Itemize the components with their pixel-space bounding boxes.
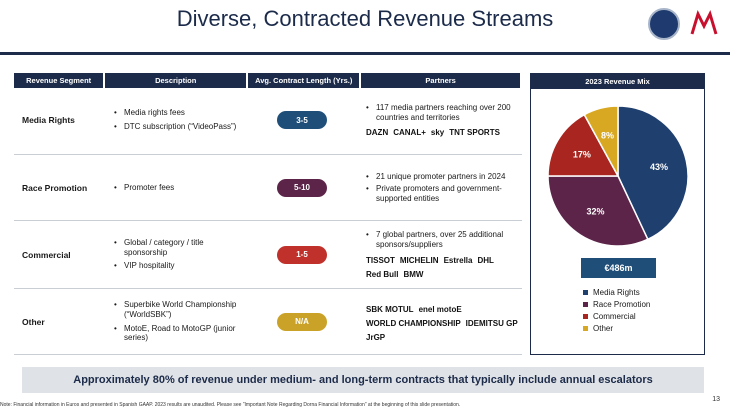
description-item: VIP hospitality bbox=[114, 261, 246, 271]
title-divider bbox=[0, 52, 730, 55]
legend-label: Race Promotion bbox=[593, 299, 651, 309]
summary-banner: Approximately 80% of revenue under mediu… bbox=[22, 367, 704, 393]
legend-label: Other bbox=[593, 323, 614, 333]
pie-slice bbox=[617, 105, 689, 241]
legend-swatch bbox=[583, 301, 588, 307]
segment-name: Commercial bbox=[22, 249, 71, 260]
contract-length-cell: 3-5 bbox=[246, 86, 358, 154]
contract-length-badge: N/A bbox=[277, 312, 327, 331]
legend-item: Race Promotion bbox=[583, 298, 650, 310]
partner-logo: WORLD CHAMPIONSHIP bbox=[366, 318, 461, 328]
contract-length-badge: 1-5 bbox=[277, 245, 327, 264]
revenue-total: €486m bbox=[581, 258, 656, 278]
table-row: Commercial Global / category / title spon… bbox=[14, 221, 522, 289]
partner-logo: sky bbox=[430, 128, 445, 138]
legend-swatch bbox=[583, 313, 588, 319]
pie-slice-label: 32% bbox=[586, 206, 604, 216]
legend-item: Commercial bbox=[583, 310, 650, 322]
legend-item: Other bbox=[583, 322, 650, 334]
legend-swatch bbox=[583, 289, 588, 295]
contract-length-cell: N/A bbox=[246, 289, 358, 354]
partner-logo: JrGP bbox=[366, 332, 386, 342]
segment-description: Promoter fees bbox=[104, 155, 246, 220]
segment-description: Superbike World Championship (“WorldSBK”… bbox=[104, 289, 246, 354]
table-row: Race Promotion Promoter fees 5-10 21 unique… bbox=[14, 155, 522, 221]
header-logos bbox=[648, 8, 722, 40]
partner-item: 21 unique promoter partners in 2024 bbox=[366, 172, 518, 182]
pie-slice-label: 8% bbox=[601, 130, 614, 140]
partner-item: 117 media partners reaching over 200 cou… bbox=[366, 103, 518, 122]
pie-slice bbox=[547, 113, 620, 177]
partner-logo: MICHELIN bbox=[399, 255, 439, 265]
revenue-pie-chart: 43% 32% 17% 8% bbox=[547, 105, 689, 247]
segment-name: Race Promotion bbox=[22, 182, 88, 193]
partner-logos: DAZN CANAL+ sky TNT SPORTS bbox=[366, 128, 518, 137]
partner-logo: Estrella bbox=[443, 255, 473, 265]
contract-length-badge: 5-10 bbox=[277, 178, 327, 197]
dorna-logo-icon bbox=[648, 8, 680, 40]
description-item: MotoE, Road to MotoGP (junior series) bbox=[114, 324, 246, 343]
partner-logo: Red Bull bbox=[366, 269, 399, 279]
page-number: 13 bbox=[712, 396, 720, 403]
partner-logo: IDEMITSU GP bbox=[465, 318, 518, 328]
motogp-logo-icon bbox=[690, 9, 718, 35]
legend-label: Media Rights bbox=[593, 287, 640, 297]
contract-length-cell: 5-10 bbox=[246, 155, 358, 220]
partner-logo: CANAL+ bbox=[393, 128, 426, 138]
header-length: Avg. Contract Length (Yrs.) bbox=[248, 73, 360, 88]
partner-logos: SBK MOTUL enel motoE WORLD CHAMPIONSHIP IDE… bbox=[366, 305, 518, 342]
pie-slice bbox=[583, 105, 619, 177]
table-row: Media Rights Media rights fees DTC subscri… bbox=[14, 86, 522, 155]
partner-logo: TNT SPORTS bbox=[449, 128, 500, 138]
footnote: Note: Financial information in Euros and… bbox=[0, 402, 461, 408]
description-item: Superbike World Championship (“WorldSBK”… bbox=[114, 300, 246, 319]
page-title: Diverse, Contracted Revenue Streams bbox=[176, 6, 554, 31]
partners-cell: 21 unique promoter partners in 2024 Priva… bbox=[358, 155, 518, 220]
legend-label: Commercial bbox=[593, 311, 636, 321]
pie-slice-label: 17% bbox=[573, 150, 591, 160]
legend-item: Media Rights bbox=[583, 286, 650, 298]
mix-header: 2023 Revenue Mix bbox=[531, 74, 704, 89]
pie-slice-label: 43% bbox=[650, 162, 668, 172]
pie-slice bbox=[547, 175, 649, 247]
segment-description: Global / category / title sponsorship VIP… bbox=[104, 221, 246, 288]
segment-name: Media Rights bbox=[22, 115, 75, 125]
partner-logo: enel motoE bbox=[418, 304, 462, 314]
contract-length-badge: 3-5 bbox=[277, 111, 327, 129]
segment-description: Media rights fees DTC subscription (“Vide… bbox=[104, 86, 246, 154]
table-row: Other Superbike World Championship (“Worl… bbox=[14, 289, 522, 355]
partner-logo: TISSOT bbox=[366, 255, 395, 265]
table-header: Revenue Segment Description Avg. Contrac… bbox=[14, 73, 522, 88]
contract-length-cell: 1-5 bbox=[246, 221, 358, 288]
header-description: Description bbox=[105, 73, 247, 88]
partner-logos: TISSOT MICHELIN Estrella DHL Red Bull BMW bbox=[366, 256, 518, 279]
revenue-mix-panel: 2023 Revenue Mix 43% 32% 17% 8% €486m Media… bbox=[530, 73, 705, 355]
legend-swatch bbox=[583, 325, 588, 331]
partner-item: Private promoters and government-support… bbox=[366, 184, 518, 203]
description-item: Global / category / title sponsorship bbox=[114, 238, 246, 257]
header-partners: Partners bbox=[361, 73, 520, 88]
partners-cell: 117 media partners reaching over 200 cou… bbox=[358, 86, 518, 154]
partner-logo: DHL bbox=[477, 255, 494, 265]
segment-name: Other bbox=[22, 316, 45, 327]
partners-cell: 7 global partners, over 25 additional sp… bbox=[358, 221, 518, 288]
header-segment: Revenue Segment bbox=[14, 73, 104, 88]
partners-cell: SBK MOTUL enel motoE WORLD CHAMPIONSHIP IDE… bbox=[358, 289, 518, 354]
partner-item: 7 global partners, over 25 additional sp… bbox=[366, 230, 518, 249]
revenue-table: Revenue Segment Description Avg. Contrac… bbox=[14, 73, 522, 355]
description-item: Media rights fees bbox=[114, 108, 246, 118]
partner-logo: DAZN bbox=[366, 128, 389, 138]
description-item: DTC subscription (“VideoPass”) bbox=[114, 122, 246, 132]
description-item: Promoter fees bbox=[114, 183, 246, 193]
partner-logo: BMW bbox=[403, 269, 424, 279]
partner-logo: SBK MOTUL bbox=[366, 304, 414, 314]
pie-legend: Media Rights Race Promotion Commercial Othe… bbox=[583, 286, 650, 334]
